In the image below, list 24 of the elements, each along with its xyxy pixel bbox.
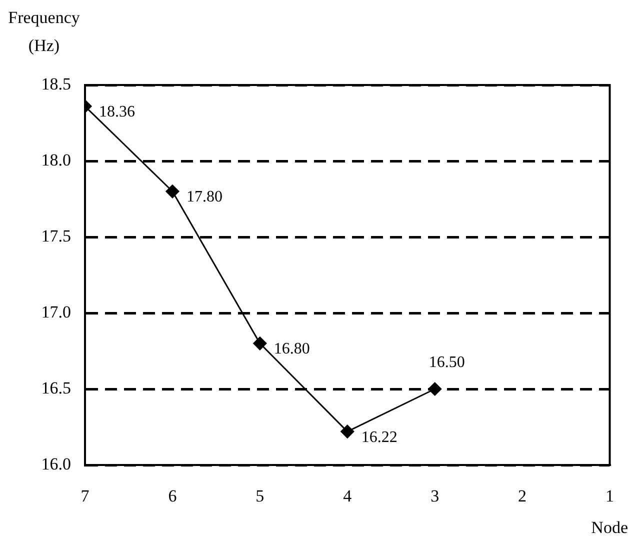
y-tick-label: 17.0 bbox=[41, 302, 71, 322]
y-axis-title: Frequency (Hz) bbox=[7, 7, 81, 57]
x-tick-label: 5 bbox=[256, 486, 264, 506]
point bbox=[166, 184, 180, 198]
data-label: 17.80 bbox=[186, 188, 222, 206]
x-tick-label: 2 bbox=[518, 486, 527, 506]
y-tick-label: 16.0 bbox=[41, 454, 71, 474]
data-label: 16.50 bbox=[428, 354, 465, 372]
data-label: 16.80 bbox=[274, 340, 310, 358]
y-tick-label: 17.5 bbox=[41, 226, 71, 246]
y-tick-label: 18.0 bbox=[41, 150, 71, 170]
data-label: 18.36 bbox=[99, 103, 135, 120]
x-tick-label: 6 bbox=[168, 486, 177, 506]
x-tick-label: 1 bbox=[606, 486, 614, 506]
y-tick-label: 16.5 bbox=[41, 378, 71, 398]
y-tick-label: 18.5 bbox=[41, 74, 71, 94]
point bbox=[428, 382, 442, 396]
point bbox=[253, 336, 267, 350]
x-tick-label: 7 bbox=[80, 486, 90, 506]
point bbox=[340, 424, 354, 438]
data-label: 16.22 bbox=[361, 428, 398, 446]
x-tick-label: 4 bbox=[343, 486, 352, 506]
x-tick-label: 3 bbox=[430, 486, 440, 506]
x-axis-title: Node bbox=[591, 518, 628, 538]
